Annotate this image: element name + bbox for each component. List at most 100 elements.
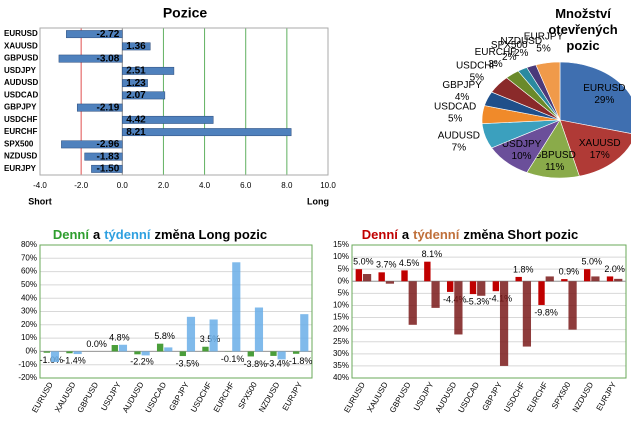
y-tick-label: 80%: [21, 240, 37, 249]
x-tick-label: EURCHF: [525, 380, 550, 413]
bar: [209, 319, 218, 352]
pie-label: AUDUSD: [438, 130, 480, 141]
bar: [122, 79, 148, 88]
value-label: 0.0%: [86, 339, 107, 349]
bar: [164, 347, 173, 352]
x-tick-label: XAUUSD: [53, 380, 78, 414]
title-part: Denní: [362, 227, 399, 242]
value-label: 3.7%: [376, 260, 397, 270]
y-tick-label: 15%: [333, 240, 349, 249]
y-tick-label: -10%: [18, 360, 37, 369]
bar: [122, 66, 175, 75]
bar: [122, 42, 151, 51]
value-label: 8.1%: [422, 249, 443, 259]
value-label: -3.5%: [176, 358, 200, 368]
title-part: týdenní: [104, 227, 151, 242]
value-label: -2.96: [96, 139, 119, 150]
value-label: -1.4%: [62, 356, 86, 366]
category-label: GBPUSD: [4, 54, 38, 63]
bar: [277, 351, 286, 360]
title-part: a: [402, 227, 410, 242]
x-tick-label: EURCHF: [212, 380, 237, 413]
category-label: EURCHF: [4, 127, 37, 136]
value-label: 4.42: [126, 115, 146, 126]
value-label: -2.72: [96, 29, 119, 40]
bar: [454, 281, 463, 335]
pie-title: Množství otevřených pozic: [548, 6, 618, 53]
bar: [73, 351, 82, 355]
x-tick-label: EURJPY: [281, 380, 305, 412]
pie-slice: [559, 119, 631, 177]
value-label: 8.21: [126, 127, 146, 138]
bar: [545, 276, 554, 282]
chart-title: Pozice: [163, 5, 208, 21]
y-tick-label: 20%: [333, 325, 349, 334]
bar: [134, 351, 141, 355]
bar: [401, 270, 408, 282]
value-label: 4.8%: [109, 332, 130, 342]
value-label: -9.8%: [534, 307, 558, 317]
x-tick-label: USDCAD: [144, 380, 169, 414]
bar: [477, 281, 486, 296]
x-tick-label: EURJPY: [595, 380, 619, 412]
pie-value-label: 5%: [536, 43, 551, 54]
x-tick-label: -2.0: [74, 181, 88, 190]
plot-frame: [39, 244, 313, 379]
category-label: EURUSD: [4, 29, 38, 38]
pie-value-label: 2%: [502, 52, 517, 63]
bar: [247, 351, 254, 357]
pie-value-label: 4%: [455, 92, 470, 103]
x-tick-label: SPX500: [550, 380, 573, 410]
value-label: 5.0%: [581, 257, 602, 267]
title-part: změna Short pozic: [463, 227, 578, 242]
x-tick-label: 0.0: [117, 181, 129, 190]
pie-value-label: 5%: [448, 113, 463, 124]
bar: [292, 351, 300, 354]
y-tick-label: 10%: [333, 301, 349, 310]
chart-title: Denní a týdenní změna Long pozic: [53, 227, 267, 242]
bar: [522, 281, 532, 347]
value-label: 1.8%: [513, 264, 534, 274]
bar: [76, 103, 123, 112]
x-tick-label: SPX500: [236, 380, 259, 410]
bar: [84, 152, 123, 161]
bar: [66, 30, 123, 39]
chart-title: Denní a týdenní změna Short pozic: [362, 227, 578, 242]
x-tick-label: 6.0: [240, 181, 252, 190]
y-tick-label: 30%: [333, 349, 349, 358]
x-tick-label: USDJPY: [412, 380, 436, 412]
bar: [355, 269, 363, 282]
bar: [156, 343, 164, 352]
bar: [431, 281, 440, 308]
value-label: -2.2%: [130, 357, 154, 367]
x-tick-label: GBPJPY: [480, 380, 504, 412]
value-label: 2.0%: [604, 264, 625, 274]
y-tick-label: 10%: [21, 333, 37, 342]
bar: [591, 276, 600, 282]
x-tick-label: USDJPY: [99, 380, 123, 412]
bar: [378, 272, 385, 282]
x-tick-label: GBPUSD: [388, 380, 413, 414]
x-tick-label: 8.0: [281, 181, 293, 190]
plot-frame: [351, 244, 627, 379]
y-tick-label: 70%: [21, 253, 37, 262]
pie-label: EURCHF: [475, 47, 517, 58]
x-tick-label: EURUSD: [30, 380, 55, 414]
y-tick-label: 35%: [333, 361, 349, 370]
category-label: EURJPY: [4, 164, 37, 173]
bar: [61, 140, 123, 149]
pie-label: USDJPY: [502, 139, 542, 150]
value-label: 2.07: [126, 90, 146, 101]
y-tick-label: 0%: [337, 276, 349, 285]
y-tick-label: 5%: [337, 264, 349, 273]
title-part: a: [93, 227, 101, 242]
bar: [499, 281, 509, 366]
category-label: USDCAD: [4, 90, 38, 99]
value-label: 2.51: [126, 66, 146, 77]
pie-value-label: 5%: [470, 73, 485, 84]
y-tick-label: 30%: [21, 307, 37, 316]
bar: [538, 281, 545, 305]
y-tick-label: 40%: [21, 293, 37, 302]
